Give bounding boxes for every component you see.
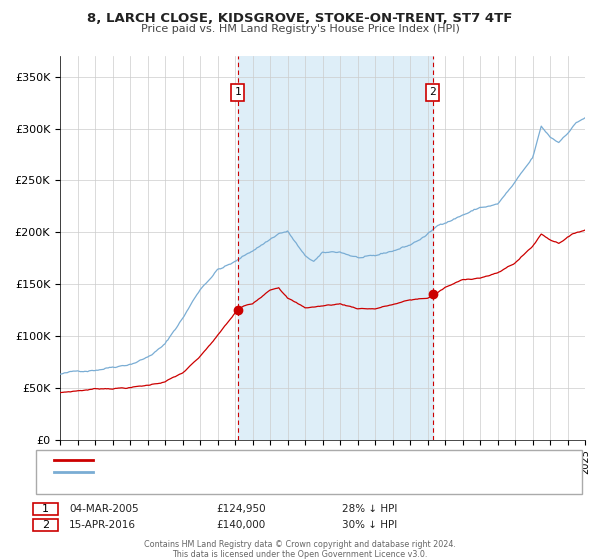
Text: HPI: Average price, detached house, Newcastle-under-Lyme: HPI: Average price, detached house, Newc… bbox=[99, 467, 391, 477]
Text: 28% ↓ HPI: 28% ↓ HPI bbox=[342, 504, 397, 514]
Text: 30% ↓ HPI: 30% ↓ HPI bbox=[342, 520, 397, 530]
Text: 8, LARCH CLOSE, KIDSGROVE, STOKE-ON-TRENT, ST7 4TF: 8, LARCH CLOSE, KIDSGROVE, STOKE-ON-TREN… bbox=[88, 12, 512, 25]
Text: 04-MAR-2005: 04-MAR-2005 bbox=[69, 504, 139, 514]
Bar bbox=[238, 56, 433, 440]
Text: 2: 2 bbox=[42, 520, 49, 530]
Text: Price paid vs. HM Land Registry's House Price Index (HPI): Price paid vs. HM Land Registry's House … bbox=[140, 24, 460, 34]
Text: 1: 1 bbox=[42, 504, 49, 514]
Text: 1: 1 bbox=[235, 87, 241, 97]
Text: This data is licensed under the Open Government Licence v3.0.: This data is licensed under the Open Gov… bbox=[172, 550, 428, 559]
Text: 15-APR-2016: 15-APR-2016 bbox=[69, 520, 136, 530]
Text: Contains HM Land Registry data © Crown copyright and database right 2024.: Contains HM Land Registry data © Crown c… bbox=[144, 540, 456, 549]
Text: 8, LARCH CLOSE, KIDSGROVE, STOKE-ON-TRENT, ST7 4TF (detached house): 8, LARCH CLOSE, KIDSGROVE, STOKE-ON-TREN… bbox=[99, 455, 469, 465]
Text: £124,950: £124,950 bbox=[216, 504, 266, 514]
Text: 2: 2 bbox=[429, 87, 436, 97]
Text: £140,000: £140,000 bbox=[216, 520, 265, 530]
